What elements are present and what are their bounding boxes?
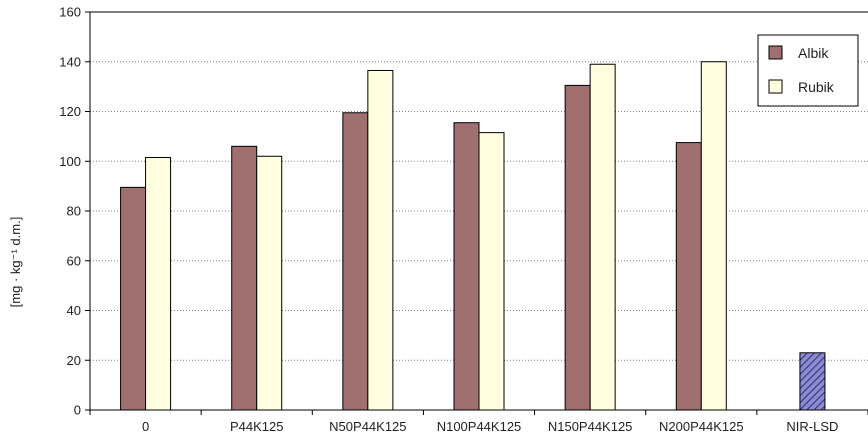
legend-label-albik: Albik <box>798 45 829 61</box>
y-tick-label-140: 140 <box>59 54 81 69</box>
y-axis-label: [mg · kg⁻¹ d.m.] <box>8 217 23 308</box>
bar-rubik-n50p44k125 <box>367 69 394 411</box>
x-tick-label-n150p44k125: N150P44K125 <box>548 419 633 434</box>
x-tick-label-nir-lsd: NIR-LSD <box>786 419 838 434</box>
bar-albik-n100p44k125 <box>453 122 480 411</box>
bar-albik-0 <box>120 186 147 411</box>
axes: 0 20 40 60 80 100 120 140 160 0 P44K125 N50P44K125 N… <box>59 5 868 434</box>
legend: Albik Rubik <box>757 34 859 107</box>
bar-rubik-n150p44k125 <box>589 63 616 411</box>
bar-rubik-n100p44k125 <box>478 132 505 411</box>
legend-swatch-albik <box>768 45 783 60</box>
bar-albik-n50p44k125 <box>342 112 369 411</box>
y-tick-label-20: 20 <box>67 353 81 368</box>
x-tick-label-0: 0 <box>142 419 149 434</box>
bar-albik-n200p44k125 <box>675 142 702 411</box>
bar-albik-n150p44k125 <box>564 84 591 411</box>
y-tick-label-160: 160 <box>59 5 81 20</box>
legend-swatch-rubik <box>768 79 783 94</box>
bar-rubik-0 <box>145 157 172 411</box>
bars <box>120 61 826 411</box>
y-tick-label-120: 120 <box>59 104 81 119</box>
y-tick-label-40: 40 <box>67 303 81 318</box>
bar-nir-lsd <box>799 352 826 411</box>
y-tick-label-60: 60 <box>67 253 81 268</box>
y-tick-label-80: 80 <box>67 204 81 219</box>
y-tick-label-0: 0 <box>74 403 81 418</box>
bar-rubik-p44k125 <box>256 155 283 411</box>
x-tick-label-n200p44k125: N200P44K125 <box>659 419 744 434</box>
bar-rubik-n200p44k125 <box>700 61 727 411</box>
bar-albik-p44k125 <box>231 145 258 411</box>
legend-label-rubik: Rubik <box>798 79 835 95</box>
x-tick-label-n50p44k125: N50P44K125 <box>329 419 406 434</box>
x-tick-label-p44k125: P44K125 <box>230 419 284 434</box>
x-tick-label-n100p44k125: N100P44K125 <box>437 419 522 434</box>
y-tick-label-100: 100 <box>59 154 81 169</box>
